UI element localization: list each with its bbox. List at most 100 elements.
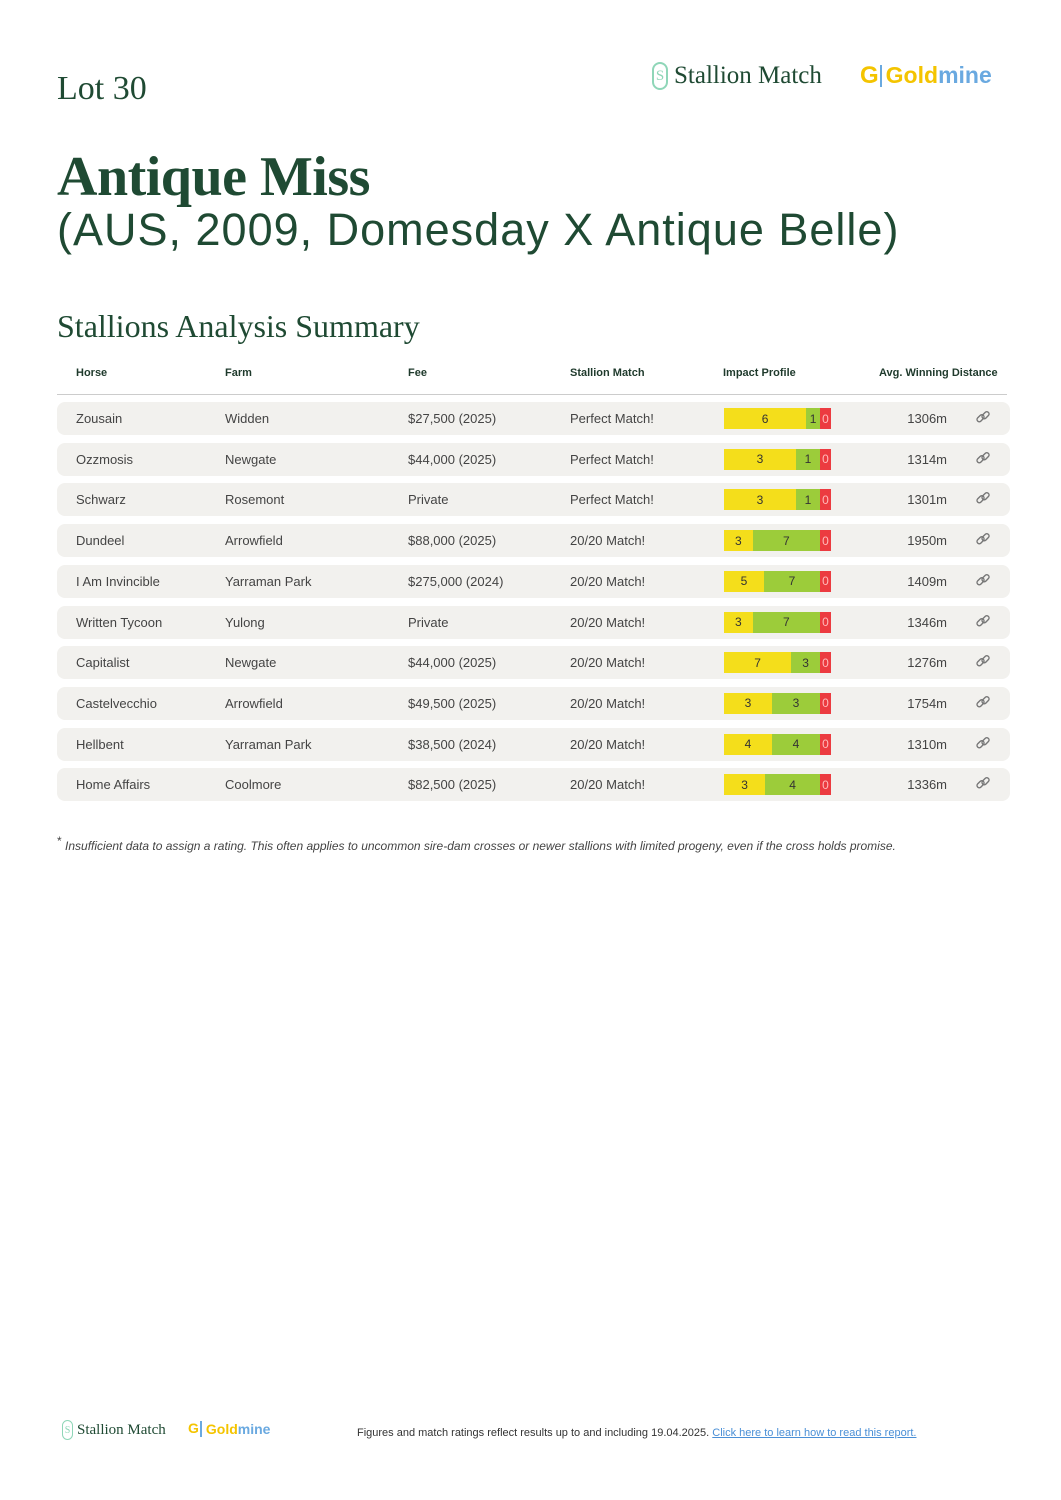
- fee-cell: $49,500 (2025): [408, 695, 497, 711]
- link-icon[interactable]: [975, 531, 993, 549]
- stallion-match-logo-icon: S: [652, 62, 668, 90]
- impact-segment-green: 1: [796, 489, 820, 511]
- link-icon[interactable]: [975, 450, 993, 468]
- avg-distance-cell: 1409m: [907, 573, 947, 589]
- horse-name-cell: Castelvecchio: [76, 695, 157, 711]
- impact-segment-red: 0: [820, 570, 831, 592]
- col-header-farm: Farm: [225, 367, 252, 379]
- footer-note: Figures and match ratings reflect result…: [357, 1427, 916, 1439]
- table-row: Home Affairs Coolmore $82,500 (2025) 20/20 …: [57, 768, 1010, 802]
- stallion-match-cell: 20/20 Match!: [570, 655, 646, 671]
- impact-segment-red: 0: [819, 408, 831, 429]
- link-icon[interactable]: [975, 694, 993, 712]
- horse-name-cell: I Am Invincible: [76, 573, 160, 589]
- impact-segment-red: 0: [819, 530, 831, 552]
- horse-name-cell: Zousain: [76, 411, 123, 426]
- read-report-link[interactable]: Click here to learn how to read this rep…: [712, 1427, 917, 1439]
- impact-segment-yellow: 7: [724, 652, 792, 674]
- footer-goldmine-gold: Gold: [205, 1421, 238, 1437]
- impact-segment-green: 4: [765, 774, 820, 796]
- header-divider: [57, 394, 1007, 395]
- table-row: I Am Invincible Yarraman Park $275,000 (20…: [57, 564, 1010, 598]
- footer-goldmine-logo: G Gold mine: [188, 1421, 270, 1437]
- stallion-match-cell: 20/20 Match!: [570, 614, 646, 630]
- horse-details: (AUS, 2009, Domesday X Antique Belle): [57, 204, 900, 255]
- footer-goldmine-mine: mine: [237, 1421, 271, 1437]
- footnote: * Insufficient data to assign a rating. …: [57, 834, 896, 853]
- footnote-mark: *: [57, 834, 62, 848]
- impact-segment-green: 7: [752, 611, 820, 633]
- horse-name-cell: Home Affairs: [76, 777, 151, 793]
- table-row: Capitalist Newgate $44,000 (2025) 20/20 Mat…: [57, 646, 1010, 680]
- link-icon[interactable]: [975, 490, 993, 508]
- impact-segment-green: 4: [772, 733, 820, 755]
- fee-cell: $88,000 (2025): [408, 533, 497, 549]
- link-icon[interactable]: [975, 572, 993, 590]
- impact-segment-green: 3: [791, 652, 820, 674]
- avg-distance-cell: 1950m: [907, 533, 947, 549]
- fee-cell: $27,500 (2025): [408, 411, 497, 426]
- avg-distance-cell: 1306m: [907, 411, 947, 426]
- avg-distance-cell: 1346m: [907, 614, 947, 630]
- table-row: Written Tycoon Yulong Private 20/20 Match! 3…: [57, 605, 1010, 639]
- avg-distance-cell: 1301m: [907, 492, 947, 508]
- link-icon[interactable]: [975, 653, 993, 671]
- impact-segment-red: 0: [820, 692, 831, 714]
- goldmine-logo: G Gold mine: [860, 62, 992, 89]
- farm-cell: Newgate: [225, 451, 277, 467]
- impact-segment-green: 7: [752, 530, 820, 552]
- fee-cell: $82,500 (2025): [408, 777, 497, 793]
- impact-segment-yellow: 3: [724, 448, 796, 470]
- farm-cell: Coolmore: [225, 777, 282, 793]
- stallion-match-logo-text: Stallion Match: [674, 62, 822, 89]
- col-header-avg-distance: Avg. Winning Distance: [879, 367, 998, 379]
- link-icon[interactable]: [975, 735, 993, 753]
- farm-cell: Arrowfield: [225, 533, 283, 549]
- impact-segment-green: 7: [764, 570, 820, 592]
- lot-number: Lot 30: [57, 70, 147, 107]
- table-row: Ozzmosis Newgate $44,000 (2025) Perfect Mat…: [57, 442, 1010, 476]
- impact-segment-yellow: 3: [724, 692, 772, 714]
- table-row: Castelvecchio Arrowfield $49,500 (2025) 20/…: [57, 686, 1010, 720]
- impact-segment-red: 0: [820, 733, 831, 755]
- table-row: Schwarz Rosemont Private Perfect Match! 3 1 0 1…: [57, 483, 1010, 517]
- horse-name-cell: Dundeel: [76, 533, 125, 549]
- avg-distance-cell: 1314m: [907, 451, 947, 467]
- link-icon[interactable]: [975, 775, 993, 793]
- farm-cell: Yarraman Park: [225, 736, 312, 752]
- farm-cell: Newgate: [225, 655, 277, 671]
- impact-segment-yellow: 4: [724, 733, 772, 755]
- table-row: Zousain Widden $27,500 (2025) Perfect Match…: [57, 402, 1010, 435]
- avg-distance-cell: 1310m: [907, 736, 947, 752]
- avg-distance-cell: 1276m: [907, 655, 947, 671]
- table-row: Dundeel Arrowfield $88,000 (2025) 20/20 Mat…: [57, 524, 1010, 558]
- farm-cell: Yulong: [225, 614, 265, 630]
- link-icon[interactable]: [975, 613, 993, 631]
- link-icon[interactable]: [975, 409, 993, 427]
- fee-cell: Private: [408, 614, 449, 630]
- stallion-match-logo-icon: S: [62, 1420, 73, 1440]
- impact-segment-red: 0: [819, 652, 831, 674]
- impact-segment-yellow: 3: [724, 530, 753, 552]
- impact-segment-yellow: 5: [724, 570, 764, 592]
- avg-distance-cell: 1754m: [907, 695, 947, 711]
- fee-cell: $38,500 (2024): [408, 736, 497, 752]
- horse-name-cell: Written Tycoon: [76, 614, 163, 630]
- impact-segment-yellow: 6: [724, 408, 807, 429]
- goldmine-logo-icon: G: [860, 63, 882, 87]
- horse-name: Antique Miss: [57, 146, 370, 208]
- farm-cell: Widden: [225, 411, 270, 426]
- impact-segment-red: 0: [820, 448, 831, 470]
- stallion-match-cell: Perfect Match!: [570, 451, 654, 467]
- horse-name-cell: Capitalist: [76, 655, 130, 671]
- table-row: Hellbent Yarraman Park $38,500 (2024) 20/20…: [57, 727, 1010, 761]
- fee-cell: $275,000 (2024): [408, 573, 504, 589]
- impact-segment-green: 1: [796, 448, 820, 470]
